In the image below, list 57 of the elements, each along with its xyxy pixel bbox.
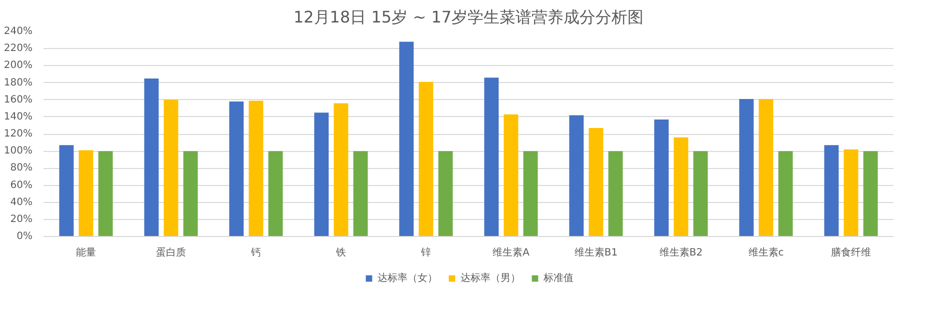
- bar: [334, 103, 348, 236]
- bar: [588, 128, 604, 236]
- bar: [654, 119, 669, 236]
- bar: [164, 100, 178, 236]
- y-tick-label: 140%: [4, 111, 33, 122]
- bar: [78, 150, 94, 236]
- bar: [144, 78, 159, 236]
- bar: [314, 112, 329, 236]
- y-tick-label: 200%: [4, 60, 33, 72]
- bar: [353, 151, 368, 236]
- bar: [608, 151, 623, 236]
- bar: [484, 78, 499, 236]
- bar: [824, 145, 839, 236]
- x-tick-label: 维生素A: [492, 246, 530, 258]
- bar: [418, 82, 434, 236]
- bar: [229, 102, 244, 236]
- bar: [674, 137, 688, 236]
- y-tick-label: 180%: [4, 77, 33, 88]
- bar: [268, 151, 283, 236]
- bar: [739, 98, 754, 236]
- y-tick-label: 0%: [16, 231, 33, 242]
- bar: [863, 151, 878, 236]
- y-tick-label: 100%: [4, 146, 33, 157]
- y-tick-label: 20%: [10, 214, 33, 225]
- y-tick-label: 220%: [4, 43, 33, 54]
- bar: [59, 145, 74, 236]
- legend-label: 标准值: [544, 272, 574, 285]
- x-tick-label: 维生素c: [748, 246, 784, 258]
- bar: [248, 100, 264, 236]
- legend-label: 达标率（男）: [460, 272, 520, 285]
- bar: [98, 151, 113, 236]
- bar: [758, 98, 774, 236]
- x-tick-label: 维生素B1: [574, 246, 618, 258]
- x-tick-label: 铁: [335, 246, 346, 258]
- bar: [183, 151, 198, 236]
- legend-label: 达标率（女）: [378, 272, 438, 285]
- x-tick-label: 能量: [76, 246, 96, 258]
- y-tick-label: 120%: [4, 128, 33, 140]
- chart-title: 12月18日 15岁 ~ 17岁学生菜谱营养成分分析图: [293, 8, 644, 26]
- y-tick-label: 160%: [4, 94, 33, 106]
- bar: [399, 42, 414, 236]
- x-tick-label: 维生素B2: [659, 246, 703, 258]
- bar: [504, 114, 518, 236]
- bar: [438, 151, 453, 236]
- bar: [778, 151, 793, 236]
- bar: [523, 151, 538, 236]
- x-tick-label: 锌: [420, 246, 431, 258]
- y-tick-label: 80%: [10, 162, 33, 174]
- bar: [844, 149, 858, 236]
- y-tick-label: 240%: [4, 26, 33, 37]
- y-tick-label: 40%: [10, 196, 33, 208]
- y-tick-label: 60%: [10, 180, 33, 191]
- x-tick-label: 钙: [250, 248, 261, 258]
- x-tick-label: 蛋白质: [156, 246, 186, 258]
- x-tick-label: 膳食纤维: [831, 246, 871, 258]
- bar: [693, 151, 708, 236]
- bar: [569, 115, 584, 236]
